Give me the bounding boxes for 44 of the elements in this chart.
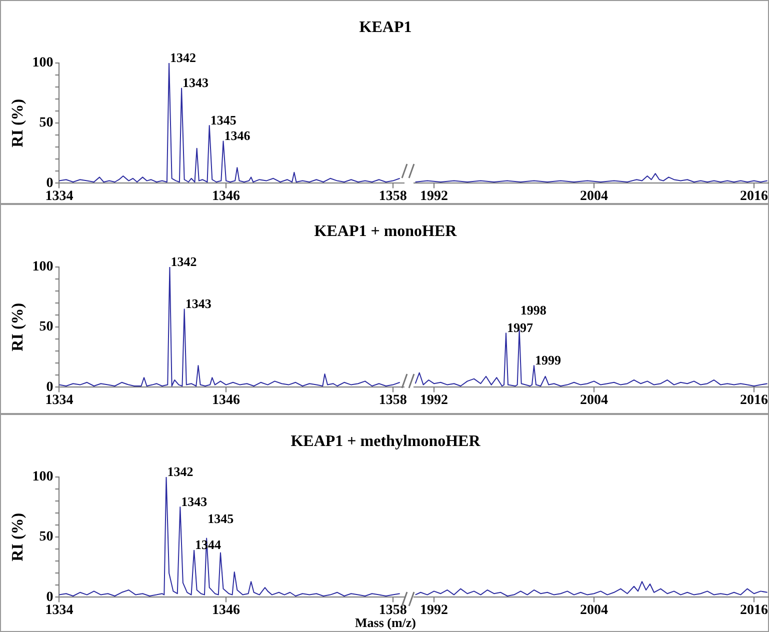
chart-title: KEAP1 + methylmonoHER: [290, 433, 482, 451]
annotation: 1345: [208, 511, 234, 526]
x-tick-label: 2016: [740, 603, 768, 618]
annotation: 1342: [170, 254, 197, 269]
annotation: 1999: [535, 352, 562, 368]
annotation: 1343: [182, 75, 210, 90]
y-axis-title: RI (%): [10, 302, 27, 352]
x-tick-label: 2004: [580, 603, 608, 618]
y-tick-label: 50: [39, 116, 54, 131]
x-tick-label: 1358: [378, 393, 407, 408]
y-tick-label: 50: [39, 320, 54, 335]
annotation: 1343: [181, 494, 208, 509]
y-axis-title: RI (%): [10, 98, 27, 148]
annotation: 1346: [224, 128, 251, 143]
y-tick-label: 100: [32, 470, 54, 485]
x-tick-label: 1334: [45, 603, 74, 618]
x-tick-label: 2004: [580, 189, 608, 204]
x-tick-label: 1346: [212, 393, 240, 408]
y-axis-title: RI (%): [10, 512, 27, 562]
annotation: 1343: [185, 296, 212, 311]
y-tick-label: 0: [46, 380, 54, 395]
y-tick-label: 50: [39, 530, 54, 545]
x-tick-label: 1334: [45, 393, 74, 408]
x-tick-label: 1992: [420, 189, 448, 204]
x-tick-label: 1358: [378, 189, 407, 204]
chart-title: KEAP1 + monoHER: [313, 223, 458, 241]
annotation: 1342: [170, 50, 196, 65]
y-tick-label: 100: [32, 56, 54, 71]
x-tick-label: 1346: [212, 189, 240, 204]
x-tick-label: 1992: [420, 603, 448, 618]
x-tick-label: 1992: [420, 393, 448, 408]
y-tick-label: 0: [46, 590, 54, 605]
x-tick-label: 1334: [45, 189, 74, 204]
x-tick-label: 2016: [740, 393, 768, 408]
annotation: 1342: [167, 464, 194, 479]
chart-title: KEAP1: [358, 19, 413, 37]
y-tick-label: 100: [32, 260, 54, 275]
y-tick-label: 0: [46, 176, 54, 191]
x-tick-label: 2004: [580, 393, 608, 408]
annotation: 1997: [507, 320, 534, 335]
annotation: 1998: [520, 302, 547, 318]
x-tick-label: 1346: [212, 603, 240, 618]
x-tick-label: 2016: [740, 189, 768, 204]
annotation: 1345: [210, 112, 237, 128]
